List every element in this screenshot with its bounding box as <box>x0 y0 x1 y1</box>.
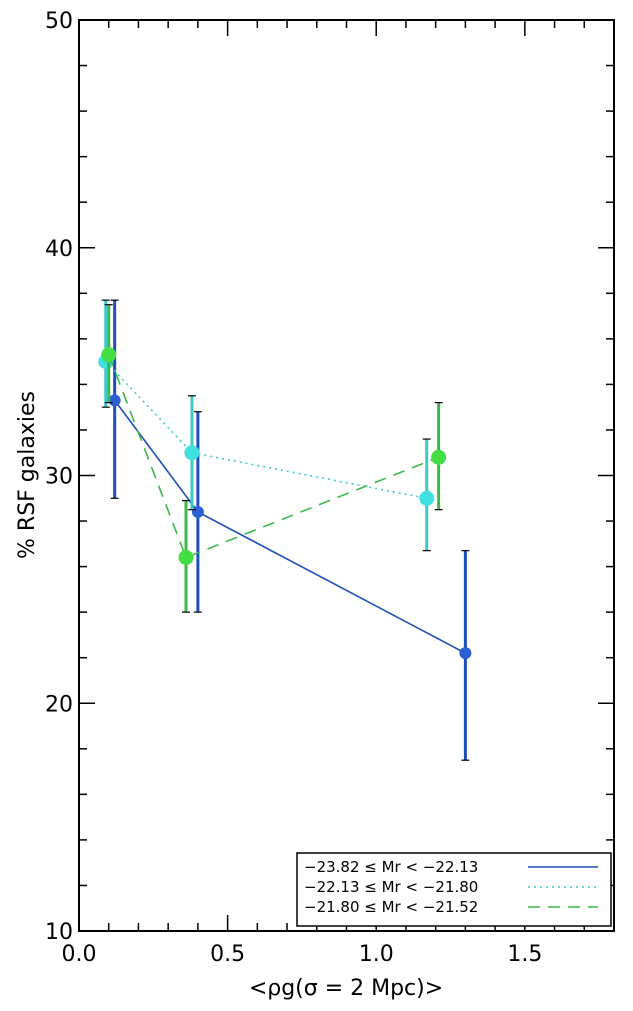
x-axis-title: <ρg(σ = 2 Mpc)> <box>249 976 443 1001</box>
legend-label-1: −22.13 ≤ Mr < −21.80 <box>304 878 478 896</box>
x-tick-label: 1.5 <box>507 942 542 967</box>
x-tick-label: 0.5 <box>210 942 245 967</box>
y-tick-label: 40 <box>45 237 73 262</box>
data-point <box>178 549 194 565</box>
x-tick-label: 0.0 <box>62 942 97 967</box>
y-tick-label: 30 <box>45 465 73 490</box>
legend: −23.82 ≤ Mr < −22.13 −22.13 ≤ Mr < −21.8… <box>296 852 612 927</box>
series-1 <box>98 299 435 552</box>
legend-label-0: −23.82 ≤ Mr < −22.13 <box>304 858 478 876</box>
data-point <box>431 449 447 465</box>
series-0 <box>108 299 472 761</box>
x-tick-label: 1.0 <box>359 942 394 967</box>
y-tick-label: 20 <box>45 692 73 717</box>
data-point <box>459 647 472 660</box>
y-tick-label: 10 <box>45 920 73 945</box>
legend-label-2: −21.80 ≤ Mr < −21.52 <box>304 898 478 916</box>
y-tick-label: 50 <box>45 9 73 34</box>
series-layer <box>98 299 472 761</box>
data-point <box>419 490 435 506</box>
data-point <box>184 445 200 461</box>
series-2 <box>101 304 447 613</box>
data-point <box>108 394 121 407</box>
legend-box <box>296 852 612 927</box>
axes: 0.0 0.5 1.0 1.5 10 20 30 40 50 <box>45 9 615 967</box>
data-point <box>191 505 204 518</box>
y-axis-title: % RSF galaxies <box>15 391 40 559</box>
data-point <box>101 347 117 363</box>
